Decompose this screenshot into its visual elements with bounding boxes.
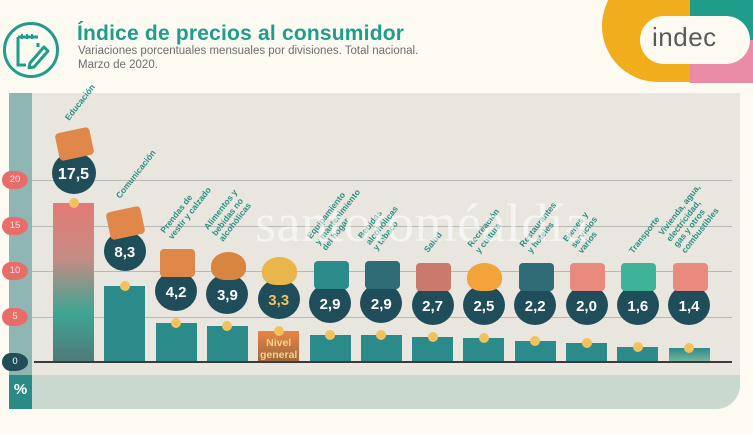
y-axis-unit: %	[9, 375, 32, 409]
value-bubble: 1,4	[668, 285, 711, 325]
logo-text: indec	[652, 22, 717, 52]
value-bubble: 2,7	[411, 284, 454, 325]
roast-chicken-icon	[210, 251, 246, 280]
lightbulb-icon	[672, 263, 708, 291]
logo-pill	[640, 16, 750, 64]
chart-subtitle: Variaciones porcentuales mensuales por d…	[78, 44, 418, 72]
y-tick-10: 10	[2, 262, 28, 280]
bar-top-marker	[684, 343, 695, 354]
bus-car-icon	[621, 263, 657, 291]
chart-footer-band	[32, 375, 740, 409]
bar-top-marker	[273, 326, 284, 337]
bar-division	[514, 341, 556, 361]
bar-division	[206, 325, 248, 361]
bar-top-marker	[171, 317, 182, 328]
y-tick-15: 15	[2, 217, 28, 235]
subtitle-line-1: Variaciones porcentuales mensuales por d…	[78, 45, 419, 57]
value-bubble: 2,0	[565, 285, 608, 325]
first-aid-kit-icon	[416, 262, 452, 291]
value-bubble: 2,2	[514, 285, 557, 325]
value-bubble: 17,5	[51, 152, 96, 194]
sun-glasses-icon	[467, 263, 503, 291]
value-bubble: 2,9	[360, 282, 403, 323]
food-basket-icon	[262, 257, 298, 286]
value-bubble: 4,2	[155, 270, 198, 311]
bar-top-marker	[119, 280, 130, 291]
bar-top-marker	[478, 333, 489, 344]
subtitle-line-2: Marzo de 2020.	[78, 59, 158, 71]
indec-logo: indec	[590, 0, 753, 83]
washing-machine-icon	[313, 260, 349, 289]
bottle-pipe-icon	[364, 260, 400, 289]
value-bubble: 2,5	[462, 285, 505, 325]
comb-scissors-icon	[570, 263, 605, 291]
bar-top-marker	[530, 336, 541, 347]
y-tick-5: 5	[2, 308, 28, 326]
notepad-pencil-icon	[3, 22, 59, 78]
value-bubble: 2,9	[309, 282, 351, 323]
tshirt-shoe-icon	[159, 248, 195, 277]
value-bubble: 3,9	[206, 273, 249, 314]
bar-top-marker	[222, 320, 233, 331]
bar-division	[617, 346, 659, 361]
nivel-general-label: Nivel general	[260, 337, 298, 362]
bar-nivel-general	[258, 331, 300, 361]
bar-division	[566, 342, 607, 361]
bar-division	[155, 322, 197, 361]
globe-plane-icon	[518, 263, 554, 291]
bar-top-marker	[427, 331, 438, 342]
gridline-20	[32, 180, 732, 181]
y-tick-20: 20	[2, 171, 28, 189]
bar-top-marker	[632, 341, 643, 352]
bar-top-marker	[68, 197, 79, 208]
y-tick-0: 0	[2, 353, 28, 371]
bar-top-marker	[581, 337, 592, 348]
bar-top-marker	[376, 329, 387, 340]
bar-division	[668, 348, 710, 361]
bar-division	[53, 202, 94, 361]
value-bubble: 3,3	[257, 279, 300, 320]
bar-division	[463, 338, 505, 361]
chart-title: Índice de precios al consumidor	[77, 22, 405, 45]
value-bubble: 1,6	[616, 285, 659, 325]
x-axis-baseline	[34, 361, 732, 363]
bar-division	[104, 285, 146, 361]
bar-top-marker	[325, 329, 335, 340]
gridline-15	[32, 226, 732, 227]
